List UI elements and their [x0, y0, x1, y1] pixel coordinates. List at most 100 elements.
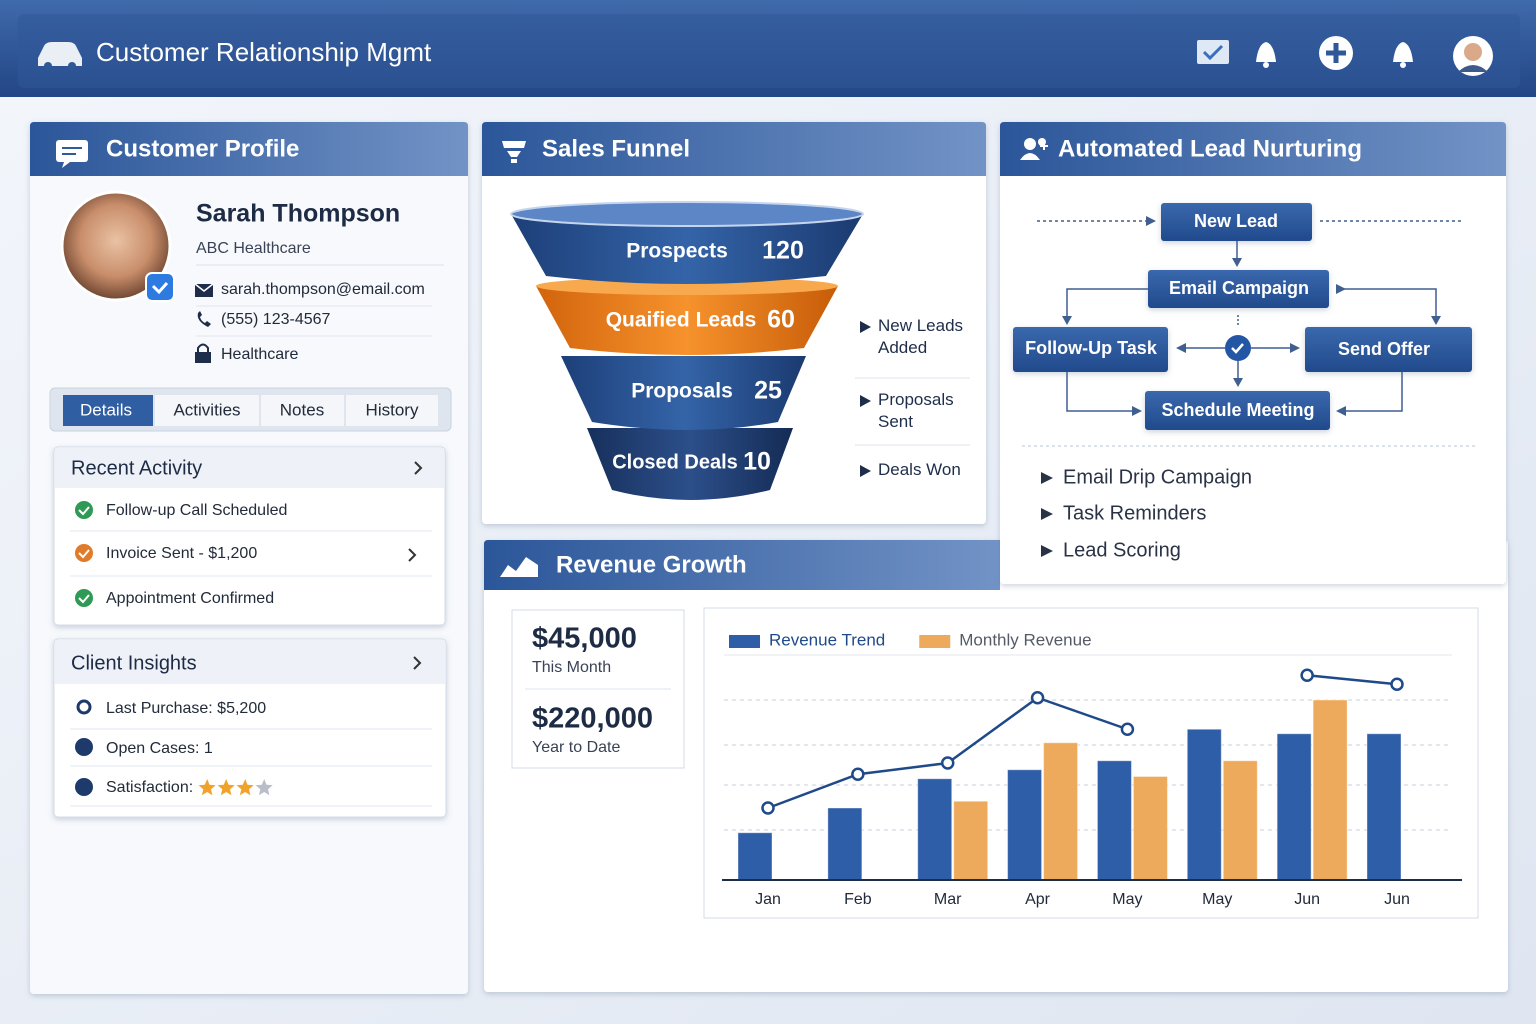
star — [217, 779, 235, 796]
app-title: Customer Relationship Mgmt — [96, 37, 432, 67]
star — [236, 779, 254, 796]
bar — [1186, 728, 1222, 881]
stage-label: Proposals — [631, 380, 733, 403]
line-point — [851, 767, 865, 781]
line-point — [1030, 691, 1045, 705]
x-tick-label: Feb — [844, 891, 872, 908]
legend-item: New Leads Added — [878, 316, 964, 357]
card-header — [55, 640, 445, 684]
panel-title: Automated Lead Nurturing — [1058, 135, 1362, 162]
x-tick-label: Jan — [755, 891, 781, 908]
tab[interactable] — [155, 395, 259, 426]
bar — [1276, 733, 1312, 881]
funnel-stage — [536, 286, 838, 355]
tab-label[interactable]: Notes — [280, 400, 324, 419]
tab-label[interactable]: History — [366, 400, 419, 419]
nurturing-panel — [1000, 122, 1506, 584]
flow-arrows — [1062, 216, 1441, 416]
activity-item: Invoice Sent - $1,200 — [106, 545, 257, 562]
lock-icon — [195, 343, 211, 363]
insight-item: Last Purchase: $5,200 — [106, 700, 266, 717]
mail-icon[interactable] — [1197, 40, 1229, 64]
stat-value: $45,000 — [532, 623, 637, 655]
stat-label: This Month — [532, 659, 611, 676]
chevron[interactable] — [414, 461, 423, 475]
bell-icon[interactable] — [1393, 42, 1413, 68]
x-tick-label: Apr — [1025, 891, 1051, 908]
bar — [953, 800, 989, 881]
bell-icon[interactable] — [1256, 42, 1276, 68]
legend-bullets — [860, 321, 871, 477]
stage-label: Quaified Leads — [606, 309, 757, 332]
stage-label: Closed Deals — [612, 451, 738, 473]
legend-label: Revenue Trend — [769, 630, 885, 649]
flow-node[interactable] — [1148, 270, 1329, 308]
top-bar-inner — [18, 14, 1520, 88]
panel-header — [1000, 122, 1506, 176]
panel-title: Revenue Growth — [556, 551, 747, 578]
flow-node[interactable] — [1145, 391, 1330, 430]
insight-item: Open Cases: 1 — [106, 740, 213, 757]
funnel-stage — [561, 356, 806, 430]
x-tick-label: Jun — [1384, 891, 1410, 908]
stage-value: 60 — [767, 306, 795, 334]
revenue-chart: Jan Feb Mar Apr May May Jun Jun Revenue Trend Mon… — [729, 630, 1410, 908]
panel-header — [482, 122, 986, 176]
bar — [1132, 776, 1168, 881]
bullet-icon — [76, 699, 92, 715]
star — [255, 779, 273, 796]
bar — [827, 807, 863, 881]
chat-icon — [56, 140, 88, 168]
tab-label[interactable]: Details — [80, 400, 132, 419]
add-icon[interactable] — [1319, 36, 1353, 70]
panel-header — [30, 122, 468, 176]
flow-node[interactable] — [1013, 327, 1168, 372]
check-icon — [75, 589, 93, 607]
tab[interactable] — [346, 395, 438, 426]
panel-title: Customer Profile — [106, 135, 299, 162]
tab[interactable] — [261, 395, 344, 426]
tab-active[interactable] — [63, 395, 153, 426]
chevron[interactable] — [408, 548, 417, 562]
email-icon — [194, 283, 214, 297]
flow-node[interactable] — [1161, 203, 1312, 241]
chevron[interactable] — [413, 656, 422, 670]
stage-label: Prospects — [626, 240, 728, 263]
bar — [1222, 760, 1258, 881]
email[interactable]: sarah.thompson@email.com — [221, 281, 425, 298]
users-icon — [1020, 138, 1048, 160]
tab-label[interactable]: Activities — [173, 400, 240, 419]
legend-text: New Leads Added — [878, 316, 964, 357]
node-label[interactable]: Follow-Up Task — [1025, 338, 1158, 358]
feature-bullets — [1041, 472, 1053, 557]
legend-item: Proposals Sent — [878, 390, 954, 431]
line-point — [1390, 677, 1404, 691]
profile-photo — [60, 190, 172, 302]
user-avatar[interactable] — [1453, 36, 1493, 76]
contact-name: Sarah Thompson — [196, 200, 400, 228]
x-tick-label: May — [1202, 891, 1232, 908]
node-label[interactable]: Email Campaign — [1169, 278, 1309, 298]
funnel-stage — [511, 214, 863, 284]
bar — [1096, 760, 1132, 881]
node-label[interactable]: New Lead — [1194, 211, 1278, 231]
stat-label: Year to Date — [532, 739, 620, 756]
rating-stars — [198, 779, 273, 796]
legend-swatch — [919, 635, 951, 648]
legend-text: Deals Won — [878, 460, 961, 479]
stat-value: $220,000 — [532, 703, 653, 735]
line-point — [940, 756, 955, 770]
card-title: Client Insights — [71, 652, 197, 674]
card-title: Recent Activity — [71, 457, 202, 479]
feature-item: Email Drip Campaign — [1063, 466, 1252, 488]
insight-item: Satisfaction: — [106, 779, 193, 796]
pending-icon — [75, 544, 93, 562]
verified-badge — [145, 272, 175, 302]
flow-node[interactable] — [1305, 327, 1472, 372]
logo-icon — [38, 42, 82, 70]
node-label[interactable]: Send Offer — [1338, 339, 1430, 359]
bar — [1312, 699, 1348, 881]
decision-icon — [1225, 335, 1251, 361]
node-label[interactable]: Schedule Meeting — [1161, 400, 1314, 420]
